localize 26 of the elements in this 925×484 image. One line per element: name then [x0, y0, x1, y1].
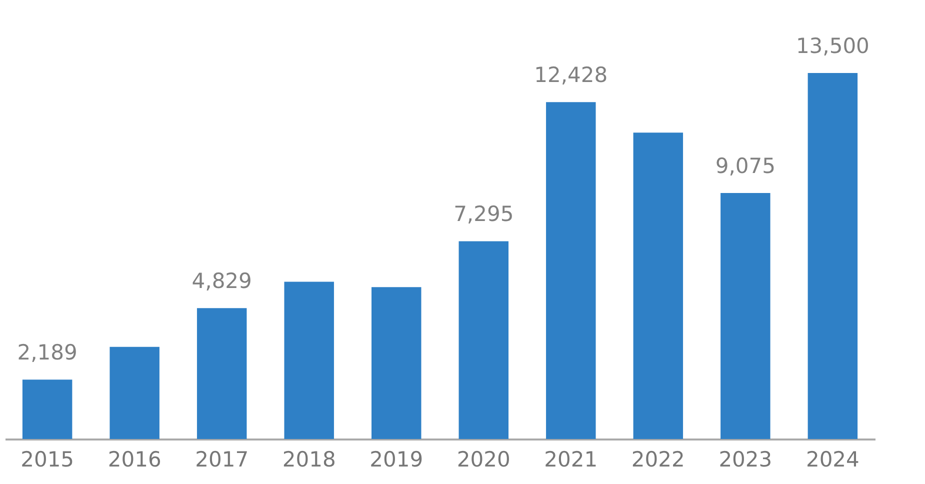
x-tick-label: 2020	[456, 448, 510, 472]
bar	[808, 73, 858, 439]
bar	[458, 241, 508, 439]
bar	[546, 102, 596, 439]
x-tick-label: 2018	[282, 448, 336, 472]
x-tick-label: 2019	[370, 448, 424, 472]
bar	[633, 132, 684, 439]
data-label: 12,428	[534, 63, 608, 88]
bar	[196, 308, 247, 439]
bar	[372, 287, 422, 439]
x-tick-label: 2023	[718, 448, 772, 472]
bar	[284, 282, 334, 439]
x-tick-label: 2022	[631, 448, 685, 472]
bar	[22, 380, 72, 439]
x-tick-label: 2017	[195, 448, 249, 472]
x-tick-label: 2015	[20, 448, 74, 472]
bar	[110, 346, 160, 439]
bar	[720, 192, 770, 439]
x-tick-label: 2024	[806, 448, 860, 472]
data-label: 13,500	[796, 34, 870, 58]
data-label: 9,075	[715, 154, 776, 178]
data-label: 7,295	[454, 202, 514, 226]
data-label: 2,189	[17, 340, 78, 365]
data-label: 4,829	[192, 269, 252, 294]
x-tick-label: 2016	[108, 448, 162, 472]
x-tick-label: 2021	[544, 448, 598, 472]
